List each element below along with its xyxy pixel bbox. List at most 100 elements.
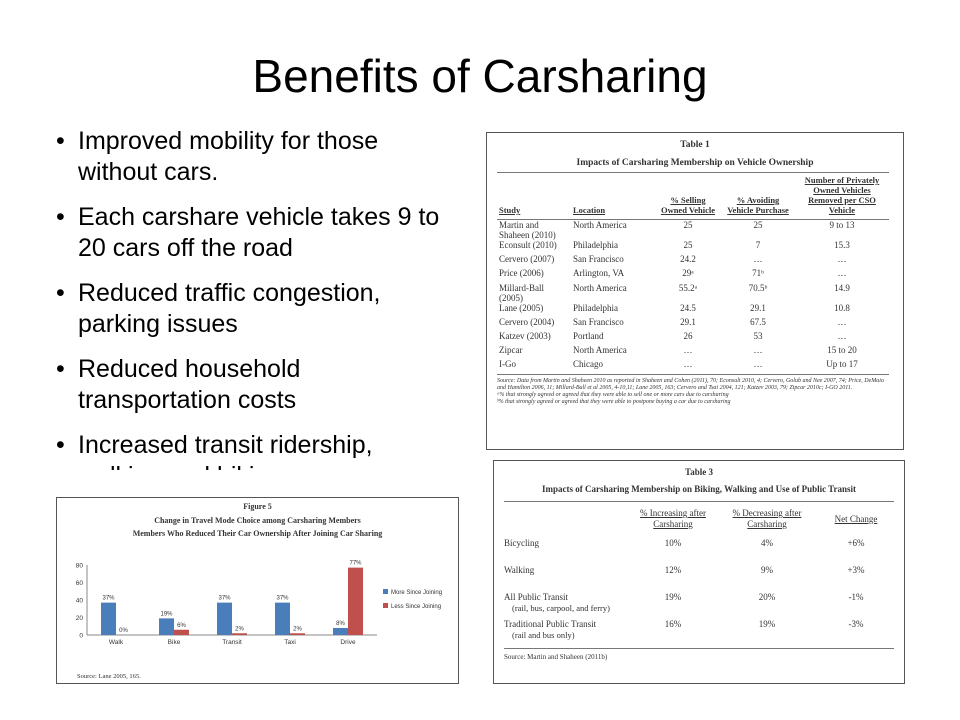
figure-source: Source: Lane 2005, 165. [77,673,141,680]
data-label: 8% [336,621,345,627]
table1-cell: Cervero (2004) [499,316,555,327]
table1-row: Millard-Ball (2005) North America 55.2ᵃ 70.… [497,283,889,303]
table1-cell: 24.5 [680,302,696,313]
table1-cell: … [655,359,721,375]
table1-cell: … [753,254,763,265]
table3-row-label: Bicycling [504,538,539,548]
x-tick-label: Bike [168,639,181,646]
table3-cell: 16% [664,619,682,629]
table1-cell: Arlington, VA [573,268,625,279]
table1-cell: 25 [683,240,693,250]
table1-row: Price (2006) Arlington, VA 29ᵃ 71ᵇ… [497,268,889,282]
bar-transit-more [217,602,232,635]
table3-header: % Decreasing after Carsharing [732,508,802,529]
table1-cell: 24.2 [680,254,696,265]
figure-subtitle: Members Who Reduced Their Car Ownership … [132,529,383,538]
table1-cell: Philadelphia [573,302,618,313]
table1-cell: 15.3 [834,240,850,250]
figure-caption: Figure 5 [243,502,272,511]
x-tick-label: Transit [222,639,242,646]
table1-cell: 71ᵇ [752,268,764,279]
x-tick-label: Walk [109,639,124,646]
table1-image: Table 1 Impacts of Carsharing Membership… [486,132,904,450]
table1-cell: Chicago [571,359,655,375]
table1-row: Martin and Shaheen (2010) North America 25… [497,220,889,241]
table3-cell: -3% [848,619,864,629]
table1-cell: Zipcar [499,345,523,356]
table1-cell: I-Go [497,359,571,375]
table1-cell: … [753,345,763,356]
table1-cell: 9 to 13 [829,220,855,230]
data-label: 37% [218,596,231,602]
table1-cell: … [721,359,795,375]
table1-cell: 25 [753,220,763,230]
y-tick-label: 40 [76,598,84,605]
legend-swatch [383,589,388,594]
table3-title: Impacts of Carsharing Membership on Biki… [541,484,857,494]
legend-swatch [383,603,388,608]
table1-cell: 67.5 [750,316,766,327]
table3-cell: -1% [848,592,864,602]
table1-cell: 29ᵃ [682,268,694,279]
table3-row-label: Walking [504,565,535,575]
x-tick-label: Drive [340,639,356,646]
legend-label: More Since Joining [391,590,442,596]
data-label: 2% [293,626,302,632]
table1-note: ᵇ% that strongly agreed or agreed that t… [497,399,731,406]
table1-cell: Econsult (2010) [499,240,557,250]
table3-cell: 9% [761,565,773,575]
table1-cell: 29.1 [680,316,696,327]
table3-row-label: Traditional Public Transit [504,619,597,629]
table3-row: All Public Transit (rail, bus, carpool, a… [502,592,898,619]
table1-cell: San Francisco [573,254,624,265]
table1-cell: 55.2ᵃ [678,282,698,293]
table1-note: ᵃ% that strongly agreed or agreed that t… [497,391,729,398]
table1-row: Zipcar North America … … 15 to 20 [497,345,889,359]
bar-walk-more [101,602,116,635]
bar-drive-more [333,628,348,635]
table1-cell: … [837,330,847,341]
table1-cell: Millard-Ball (2005) [499,282,544,303]
bar-transit-less [232,633,247,635]
table1-header: Study [499,205,521,215]
data-label: 0% [119,628,128,634]
slide-title: Benefits of Carsharing [252,50,708,102]
table1-cell: … [837,268,847,279]
table3-cell: 19% [758,619,776,629]
table1-notes: Source: Data from Martin and Shaheen 201… [497,378,893,407]
bullet-item: • Reduced household transportation costs [56,355,301,414]
table3-header [502,502,626,538]
table1-cell: 29.1 [750,302,766,313]
table1-cell: 14.9 [834,282,850,293]
data-label: 37% [276,596,289,602]
bullet-item: • Reduced traffic congestion, parking iss… [56,279,381,338]
table1-cell: North America [573,220,627,230]
table3-cell: 20% [758,592,776,602]
table1-cell: … [683,345,693,356]
table1-row: Econsult (2010) Philadelphia 25 7 15.3 [497,240,889,254]
table3-caption: Table 3 [685,467,713,477]
table3-cell: +3% [847,565,865,575]
bar-bike-less [174,629,189,635]
bar-drive-less [348,567,363,635]
table3-row: Traditional Public Transit (rail and bus … [502,619,898,646]
table1-cell: North America [573,345,627,356]
bullet-item: • Each carshare vehicle takes 9 to 20 car… [56,203,440,262]
table1-row: Cervero (2007) San Francisco 24.2…… [497,254,889,268]
legend-label: Less Since Joining [391,604,441,610]
table3-source: Source: Martin and Shaheen (2011b) [504,648,894,661]
data-label: 6% [177,623,186,629]
data-label: 19% [160,611,173,617]
table1-row: Cervero (2004) San Francisco 29.1 67.5… [497,317,889,331]
table1-header: % Avoiding Vehicle Purchase [727,195,789,215]
data-label: 37% [102,596,115,602]
table1-cell: San Francisco [573,316,624,327]
bar-taxi-less [290,633,305,635]
table1-row: Katzev (2003) Portland 26 53… [497,331,889,345]
table1-cell: 15 to 20 [827,345,857,356]
table1-cell: Cervero (2007) [499,254,555,265]
table1-cell: Katzev (2003) [499,330,551,341]
table3-row: Walking 12% 9% +3% [502,565,898,592]
bar-chart: 0 20 40 60 80 37% 0% Walk 19% 6% Bike 37% 2% Transit 3… [76,561,442,646]
table3-row-sublabel: (rail and bus only) [512,630,575,640]
